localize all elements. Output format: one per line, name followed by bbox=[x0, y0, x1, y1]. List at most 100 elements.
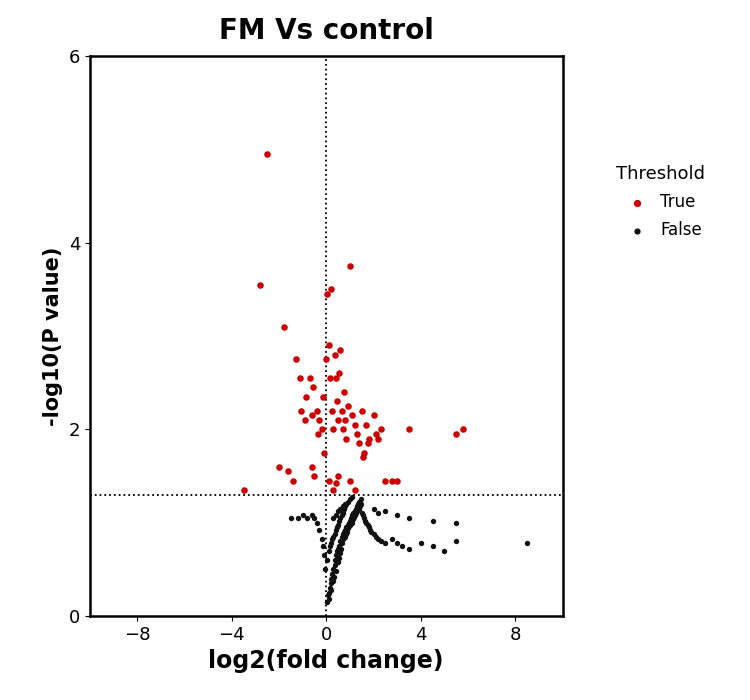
Point bbox=[370, 428, 382, 440]
Point bbox=[380, 475, 392, 486]
Point bbox=[340, 433, 352, 444]
Point bbox=[320, 354, 332, 365]
Point bbox=[329, 554, 341, 566]
Point bbox=[326, 534, 338, 545]
Point bbox=[392, 538, 404, 549]
Point bbox=[308, 382, 320, 393]
Point bbox=[330, 524, 342, 536]
Point bbox=[339, 524, 351, 536]
Point bbox=[335, 531, 347, 542]
Point bbox=[352, 506, 364, 517]
Point bbox=[319, 564, 331, 575]
Point bbox=[325, 284, 337, 295]
Point bbox=[368, 410, 380, 421]
Point bbox=[332, 556, 344, 568]
Point bbox=[403, 512, 415, 524]
Point bbox=[415, 538, 427, 549]
Point bbox=[330, 372, 342, 384]
Point bbox=[322, 340, 334, 351]
Point bbox=[353, 496, 365, 507]
Point bbox=[338, 503, 350, 514]
Point bbox=[327, 564, 339, 575]
Point bbox=[335, 543, 347, 554]
Point bbox=[427, 540, 439, 552]
Point bbox=[340, 522, 352, 533]
Point bbox=[374, 536, 386, 547]
Point bbox=[330, 566, 342, 577]
Point bbox=[323, 587, 335, 598]
Point bbox=[334, 344, 346, 356]
Point bbox=[327, 531, 339, 542]
Point bbox=[322, 545, 334, 557]
Point bbox=[285, 512, 297, 524]
Point bbox=[357, 510, 369, 521]
Point bbox=[325, 584, 337, 596]
Point bbox=[352, 498, 364, 510]
Point bbox=[380, 506, 392, 517]
Point bbox=[299, 414, 311, 426]
Point bbox=[327, 512, 339, 524]
Point bbox=[296, 405, 307, 416]
Point bbox=[354, 500, 366, 512]
Point bbox=[349, 419, 361, 430]
Point bbox=[340, 498, 352, 510]
Point bbox=[328, 559, 340, 570]
Point bbox=[308, 512, 320, 524]
Point bbox=[368, 503, 380, 514]
Point bbox=[322, 596, 334, 608]
Point bbox=[332, 470, 344, 482]
Point bbox=[339, 500, 351, 512]
Point bbox=[300, 391, 312, 402]
Point bbox=[438, 545, 450, 557]
Point bbox=[310, 405, 322, 416]
Point bbox=[342, 523, 354, 534]
Point bbox=[337, 500, 349, 512]
Point bbox=[327, 484, 339, 496]
Point bbox=[403, 543, 415, 554]
Point bbox=[344, 475, 355, 486]
Point bbox=[278, 321, 290, 332]
Point bbox=[346, 513, 358, 524]
Point bbox=[306, 410, 318, 421]
Point bbox=[341, 400, 353, 412]
Point bbox=[363, 522, 375, 533]
Point bbox=[304, 372, 316, 384]
Point bbox=[330, 510, 342, 521]
Point bbox=[312, 428, 324, 440]
Point bbox=[332, 519, 344, 530]
Point bbox=[337, 508, 349, 519]
Point bbox=[331, 545, 343, 557]
Point bbox=[450, 428, 462, 440]
Point bbox=[380, 538, 392, 549]
Point bbox=[338, 526, 350, 538]
Point bbox=[322, 594, 334, 605]
Point bbox=[325, 538, 337, 549]
Title: FM Vs control: FM Vs control bbox=[219, 18, 434, 46]
Point bbox=[450, 517, 462, 528]
Point bbox=[521, 538, 533, 549]
Point bbox=[334, 547, 346, 558]
Point bbox=[386, 534, 398, 545]
Point bbox=[238, 484, 250, 496]
Point bbox=[283, 466, 295, 477]
Point bbox=[306, 510, 318, 521]
Point bbox=[362, 438, 374, 449]
Point bbox=[341, 519, 353, 530]
Point bbox=[254, 279, 266, 290]
Point bbox=[346, 510, 358, 521]
Point bbox=[337, 528, 349, 540]
Point bbox=[349, 510, 361, 521]
Point bbox=[318, 447, 330, 458]
Point bbox=[314, 524, 326, 536]
Point bbox=[458, 424, 470, 435]
Point bbox=[450, 536, 462, 547]
Legend: True, False: True, False bbox=[616, 165, 705, 239]
Point bbox=[331, 395, 343, 407]
Point bbox=[292, 512, 304, 524]
Point bbox=[316, 534, 328, 545]
Point bbox=[365, 526, 377, 538]
Point bbox=[349, 506, 361, 517]
Point bbox=[350, 508, 362, 519]
Point bbox=[327, 424, 339, 435]
Point bbox=[386, 475, 398, 486]
